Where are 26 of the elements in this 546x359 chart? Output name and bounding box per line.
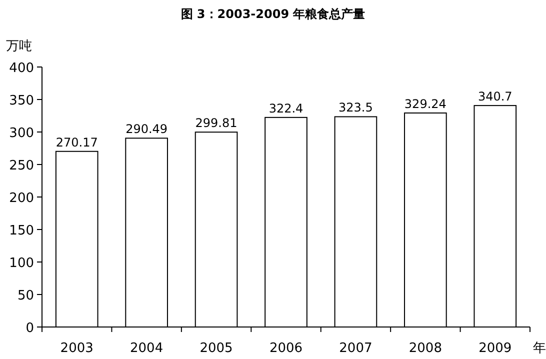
x-tick-label: 2005 bbox=[200, 341, 233, 356]
data-label: 329.24 bbox=[404, 96, 446, 111]
x-tick-label: 2007 bbox=[339, 341, 372, 356]
x-tick-label: 2006 bbox=[269, 341, 303, 356]
x-tick-label: 2009 bbox=[478, 341, 512, 356]
y-tick-label: 350 bbox=[9, 94, 34, 108]
y-tick-label: 150 bbox=[9, 224, 34, 238]
y-tick-label: 100 bbox=[9, 256, 34, 271]
y-tick-label: 400 bbox=[9, 61, 34, 76]
data-label: 322.4 bbox=[268, 101, 304, 116]
chart-title: 图 3：2003-2009 年粮食总产量 bbox=[180, 7, 366, 21]
data-label: 323.5 bbox=[338, 100, 373, 115]
x-tick-label: 2004 bbox=[130, 341, 164, 356]
data-label: 290.49 bbox=[126, 122, 168, 136]
data-label: 340.7 bbox=[478, 90, 512, 104]
y-tick-label: 0 bbox=[26, 321, 34, 336]
data-label: 299.81 bbox=[195, 116, 238, 130]
y-tick-label: 250 bbox=[9, 158, 34, 174]
y-axis-title: 万吨 bbox=[6, 39, 32, 54]
x-axis-title: 年 bbox=[533, 341, 546, 356]
y-tick-label: 200 bbox=[9, 191, 34, 206]
y-tick-label: 300 bbox=[9, 126, 34, 141]
data-label: 270.17 bbox=[56, 135, 98, 150]
x-tick-label: 2008 bbox=[408, 341, 442, 356]
x-tick-label: 2003 bbox=[60, 341, 94, 356]
y-tick-label: 50 bbox=[17, 288, 34, 304]
